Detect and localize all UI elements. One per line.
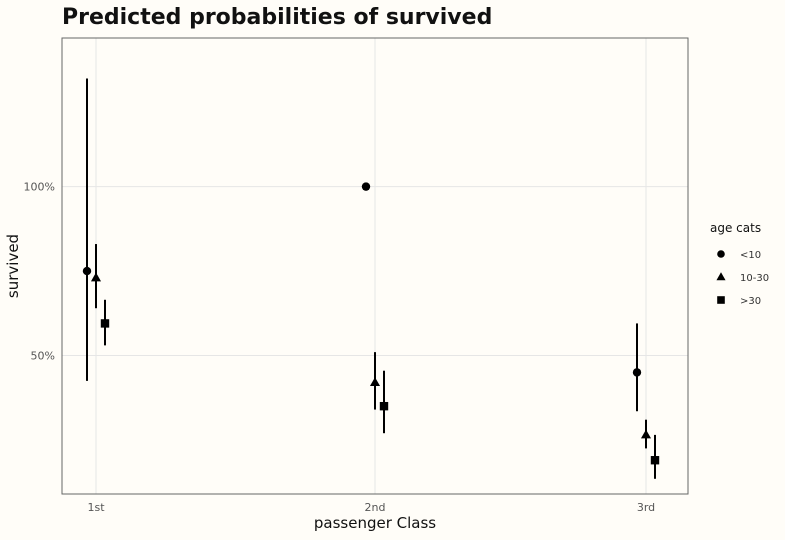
x-axis-ticks: 1st 2nd 3rd — [87, 501, 655, 514]
legend-key-circle — [717, 250, 725, 258]
x-tick-label: 1st — [87, 501, 105, 514]
y-axis-ticks: 50% 100% — [24, 181, 55, 363]
data-point-square — [379, 401, 389, 411]
data-point-square — [650, 456, 660, 465]
data-points — [82, 182, 660, 465]
chart-title: Predicted probabilities of survived — [62, 5, 492, 30]
x-tick-label: 2nd — [365, 501, 386, 514]
legend-key-square — [717, 296, 725, 304]
legend-title: age cats — [710, 221, 761, 235]
data-point-triangle — [640, 429, 652, 439]
legend-items: <10 10-30 >30 — [716, 250, 769, 307]
data-point-circle — [361, 182, 371, 191]
x-axis-title: passenger Class — [314, 514, 436, 532]
x-tick-label: 3rd — [637, 501, 655, 514]
data-point-triangle — [369, 377, 381, 387]
y-tick-label: 50% — [31, 350, 55, 363]
data-point-square — [100, 319, 110, 328]
data-point-circle — [82, 266, 92, 276]
plot-border — [61, 37, 689, 495]
data-point-triangle — [90, 272, 102, 282]
legend-key-triangle — [716, 272, 726, 281]
legend-label: >30 — [740, 296, 761, 307]
y-axis-title: survived — [4, 234, 22, 298]
legend: age cats <10 10-30 >30 — [710, 221, 769, 307]
legend-label: 10-30 — [740, 273, 769, 284]
data-point-circle — [632, 368, 642, 377]
legend-label: <10 — [740, 250, 761, 261]
y-tick-label: 100% — [24, 181, 55, 194]
